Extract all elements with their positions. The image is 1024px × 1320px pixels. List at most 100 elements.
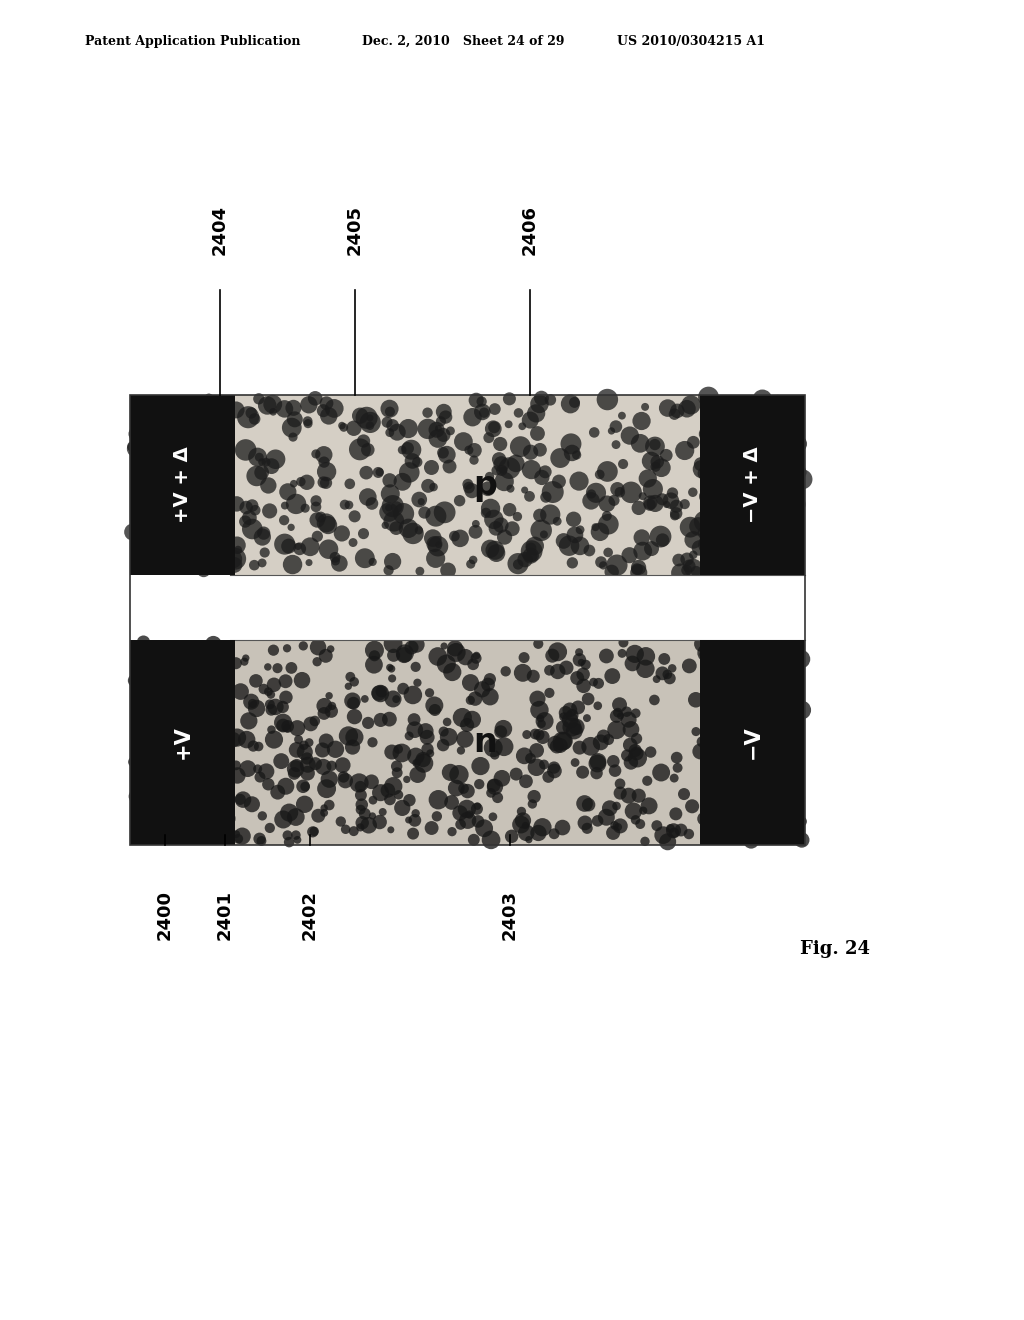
Point <box>421 682 437 704</box>
Point <box>753 796 769 817</box>
Point <box>471 774 487 795</box>
Point <box>534 467 550 488</box>
Point <box>566 392 583 413</box>
Point <box>265 401 282 422</box>
Point <box>760 741 776 762</box>
Point <box>760 507 776 528</box>
Point <box>722 409 738 430</box>
Point <box>466 450 482 471</box>
Point <box>430 789 446 810</box>
Point <box>309 651 326 672</box>
Point <box>160 507 176 528</box>
Point <box>517 549 534 570</box>
Point <box>607 416 624 437</box>
Point <box>677 494 693 515</box>
Point <box>536 524 552 545</box>
Point <box>171 554 187 576</box>
Point <box>669 747 685 768</box>
Point <box>482 686 499 708</box>
Point <box>531 504 548 525</box>
Point <box>723 817 739 838</box>
Point <box>659 397 676 418</box>
Point <box>246 554 262 576</box>
Point <box>229 764 246 785</box>
Point <box>631 498 647 519</box>
Point <box>261 817 278 838</box>
Bar <box>230 395 805 576</box>
Text: 2402: 2402 <box>301 890 319 940</box>
Point <box>695 644 712 665</box>
Point <box>731 425 748 446</box>
Point <box>316 696 333 717</box>
Point <box>228 755 245 776</box>
Point <box>688 561 705 582</box>
Point <box>213 408 229 429</box>
Point <box>509 506 525 527</box>
Point <box>476 403 493 424</box>
Point <box>337 494 353 515</box>
Point <box>249 698 265 719</box>
Point <box>528 756 545 777</box>
Point <box>523 545 540 566</box>
Point <box>125 436 141 457</box>
Point <box>436 502 453 523</box>
Point <box>564 705 581 726</box>
Point <box>396 644 413 665</box>
Point <box>243 692 259 713</box>
Point <box>410 764 426 785</box>
Point <box>621 709 637 730</box>
Point <box>653 762 670 783</box>
Point <box>427 548 443 569</box>
Point <box>638 645 654 667</box>
Point <box>713 638 729 659</box>
Bar <box>230 576 805 640</box>
Point <box>455 708 471 729</box>
Point <box>780 730 797 751</box>
Point <box>382 789 398 810</box>
Point <box>767 805 783 826</box>
Point <box>286 763 302 784</box>
Point <box>334 414 350 436</box>
Point <box>248 671 264 692</box>
Point <box>317 473 334 494</box>
Point <box>532 520 549 541</box>
Point <box>531 393 548 414</box>
Point <box>764 480 780 502</box>
Point <box>355 523 372 544</box>
Point <box>538 487 554 508</box>
Point <box>208 677 224 698</box>
Point <box>523 459 540 480</box>
Point <box>416 502 432 523</box>
Point <box>536 754 552 775</box>
Point <box>603 561 620 582</box>
Point <box>400 517 417 539</box>
Point <box>721 723 737 744</box>
Point <box>779 717 796 738</box>
Point <box>318 512 335 533</box>
Point <box>302 536 318 557</box>
Point <box>171 450 187 471</box>
Point <box>486 776 503 797</box>
Point <box>148 490 165 511</box>
Text: Fig. 24: Fig. 24 <box>800 940 870 958</box>
Point <box>366 655 382 676</box>
Point <box>691 537 708 558</box>
Point <box>577 812 593 833</box>
Point <box>780 426 797 447</box>
Point <box>571 536 588 557</box>
Point <box>276 495 293 516</box>
Point <box>501 413 517 434</box>
Point <box>218 808 234 829</box>
Point <box>749 500 765 521</box>
Point <box>266 729 283 750</box>
Point <box>775 498 792 519</box>
Point <box>755 388 771 409</box>
Point <box>446 638 463 659</box>
Text: Patent Application Publication: Patent Application Publication <box>85 36 300 48</box>
Point <box>707 681 723 702</box>
Text: 2403: 2403 <box>501 890 519 940</box>
Point <box>590 810 606 832</box>
Point <box>623 482 639 503</box>
Point <box>494 768 510 789</box>
Point <box>310 636 327 657</box>
